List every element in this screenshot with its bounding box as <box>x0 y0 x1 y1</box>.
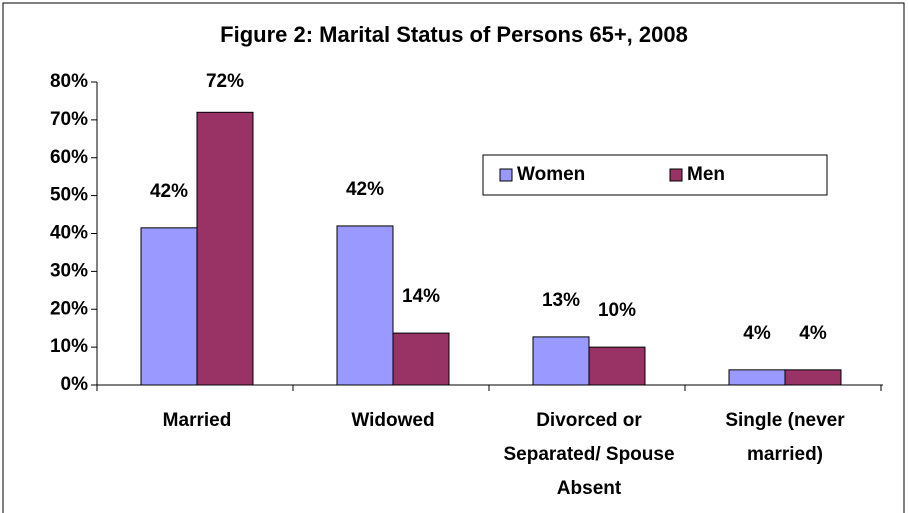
bar <box>588 346 646 386</box>
x-tick-label: Single (never married) <box>725 410 845 465</box>
legend-label: Men <box>687 164 725 185</box>
bar <box>140 227 198 386</box>
y-tick-label: 50% <box>50 185 88 206</box>
data-label: 72% <box>206 71 244 92</box>
data-label: 14% <box>402 286 440 307</box>
legend-swatch <box>669 168 683 182</box>
legend-swatch <box>499 168 513 182</box>
legend-label: Women <box>517 164 585 185</box>
bar <box>392 332 450 386</box>
y-tick-label: 10% <box>50 336 88 357</box>
y-tick-label: 40% <box>50 223 88 244</box>
y-tick-label: 60% <box>50 147 88 168</box>
y-tick-label: 20% <box>50 298 88 319</box>
bar <box>784 369 842 386</box>
bar <box>196 111 254 386</box>
data-label: 42% <box>346 179 384 200</box>
legend-box <box>482 154 828 196</box>
bar <box>728 369 786 386</box>
bar <box>532 336 590 386</box>
x-tick-label: Married <box>162 410 232 431</box>
data-label: 13% <box>542 290 580 311</box>
data-label: 4% <box>743 323 771 344</box>
y-tick-label: 80% <box>50 71 88 92</box>
data-label: 4% <box>799 323 827 344</box>
data-label: 10% <box>598 300 636 321</box>
chart-title: Figure 2: Marital Status of Persons 65+,… <box>220 22 688 47</box>
bar <box>336 225 394 386</box>
x-tick-label: Divorced or Separated/ Spouse Absent <box>503 410 675 499</box>
x-tick-label: Widowed <box>351 410 435 431</box>
data-label: 42% <box>150 181 188 202</box>
y-tick-label: 70% <box>50 109 88 130</box>
y-tick-label: 0% <box>61 374 89 395</box>
y-tick-label: 30% <box>50 260 88 281</box>
